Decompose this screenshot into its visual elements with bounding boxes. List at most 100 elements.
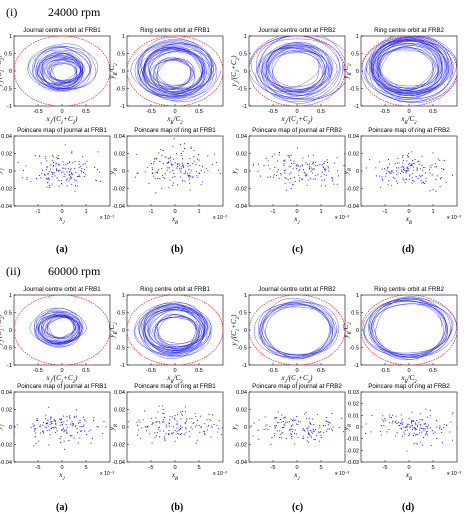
poincare-point: [166, 162, 168, 164]
poincare-point: [218, 420, 220, 422]
poincare-point: [394, 163, 396, 165]
poincare-point: [61, 418, 63, 420]
poincare-point: [179, 176, 181, 178]
poincare-point: [331, 177, 333, 179]
poincare-point: [415, 442, 417, 444]
x-tick-label: -0.5: [146, 109, 156, 115]
y-tick-label: -0.04: [112, 204, 125, 210]
poincare-point: [267, 176, 269, 178]
poincare-point: [263, 429, 265, 431]
poincare-point: [172, 170, 174, 172]
poincare-point: [52, 426, 54, 428]
poincare-point: [395, 415, 397, 417]
poincare-point: [258, 419, 260, 421]
poincare-point: [209, 418, 211, 420]
poincare-point: [443, 426, 445, 428]
poincare-point: [79, 437, 81, 439]
poincare-point: [288, 421, 290, 423]
plot-frame: [126, 135, 224, 207]
poincare-point: [314, 429, 316, 431]
poincare-point: [68, 416, 70, 418]
poincare-point: [141, 427, 143, 429]
plot-area: [126, 138, 221, 194]
poincare-point: [186, 162, 188, 164]
poincare-point: [63, 421, 65, 423]
poincare-point: [181, 427, 183, 429]
poincare-point: [365, 433, 367, 435]
poincare-point: [44, 426, 46, 428]
poincare-point: [402, 166, 404, 168]
poincare-point: [168, 423, 170, 425]
poincare-point: [162, 163, 164, 165]
poincare-point: [415, 423, 417, 425]
poincare-point: [441, 177, 443, 179]
poincare-point: [35, 177, 37, 179]
poincare-point: [193, 150, 195, 151]
poincare-point: [84, 173, 86, 175]
poincare-point: [56, 156, 58, 158]
poincare-point: [47, 425, 49, 427]
poincare-point: [413, 432, 415, 434]
poincare-point: [274, 427, 276, 429]
poincare-point: [292, 183, 294, 185]
x-tick-label: 0: [173, 368, 176, 374]
poincare-point: [279, 433, 281, 435]
poincare-point: [172, 145, 174, 147]
poincare-point: [409, 425, 411, 427]
chart-title: Poincare map of ring at FRB2: [368, 127, 450, 134]
poincare-point: [270, 443, 272, 445]
poincare-point: [306, 418, 308, 420]
poincare-point: [379, 175, 381, 177]
poincare-point: [421, 182, 423, 184]
poincare-point: [389, 172, 391, 174]
poincare-point: [86, 166, 88, 168]
poincare-point: [52, 166, 54, 168]
poincare-point: [391, 171, 393, 173]
poincare-point: [327, 428, 329, 430]
poincare-point: [397, 157, 399, 159]
poincare-point: [60, 436, 62, 438]
poincare-point: [306, 174, 308, 176]
y-tick-label: -1: [354, 363, 359, 369]
poincare-point: [49, 187, 51, 189]
poincare-point: [382, 420, 384, 422]
poincare-point: [445, 424, 447, 426]
poincare-point: [65, 423, 67, 425]
y-tick-label: 0: [244, 328, 247, 334]
poincare-point: [148, 182, 150, 184]
x-axis-label: xR: [405, 471, 412, 482]
poincare-point: [309, 163, 311, 165]
plot-area: [17, 144, 102, 192]
poincare-point: [33, 445, 35, 447]
poincare-point: [282, 421, 284, 423]
poincare-point: [411, 429, 413, 431]
poincare-point: [416, 443, 418, 445]
poincare-point: [165, 156, 167, 158]
poincare-point: [408, 418, 410, 420]
y-tick-label: -1: [120, 104, 125, 110]
chart-panel-9: Journal centre orbit at FRB1 -0.5 0 0.5 1 0.5…: [0, 286, 111, 385]
y-tick-label: -0.04: [0, 204, 12, 210]
poincare-point: [151, 442, 153, 444]
poincare-point: [423, 182, 424, 184]
poincare-point: [126, 170, 127, 171]
poincare-point: [387, 167, 389, 169]
poincare-point: [97, 426, 99, 428]
poincare-point: [266, 424, 268, 426]
poincare-point: [47, 181, 49, 183]
poincare-point: [153, 163, 155, 165]
poincare-point: [283, 159, 285, 161]
poincare-point: [258, 163, 260, 165]
poincare-point: [388, 422, 390, 424]
poincare-point: [310, 424, 312, 426]
poincare-point: [53, 427, 55, 429]
poincare-point: [213, 424, 215, 426]
poincare-point: [294, 429, 296, 431]
poincare-point: [139, 421, 141, 423]
poincare-point: [45, 168, 47, 170]
poincare-point: [34, 154, 36, 156]
plot-area: [365, 151, 454, 192]
x-tick-label: 5: [197, 465, 200, 471]
y-tick-label: -1: [120, 363, 125, 369]
poincare-point: [420, 413, 422, 415]
